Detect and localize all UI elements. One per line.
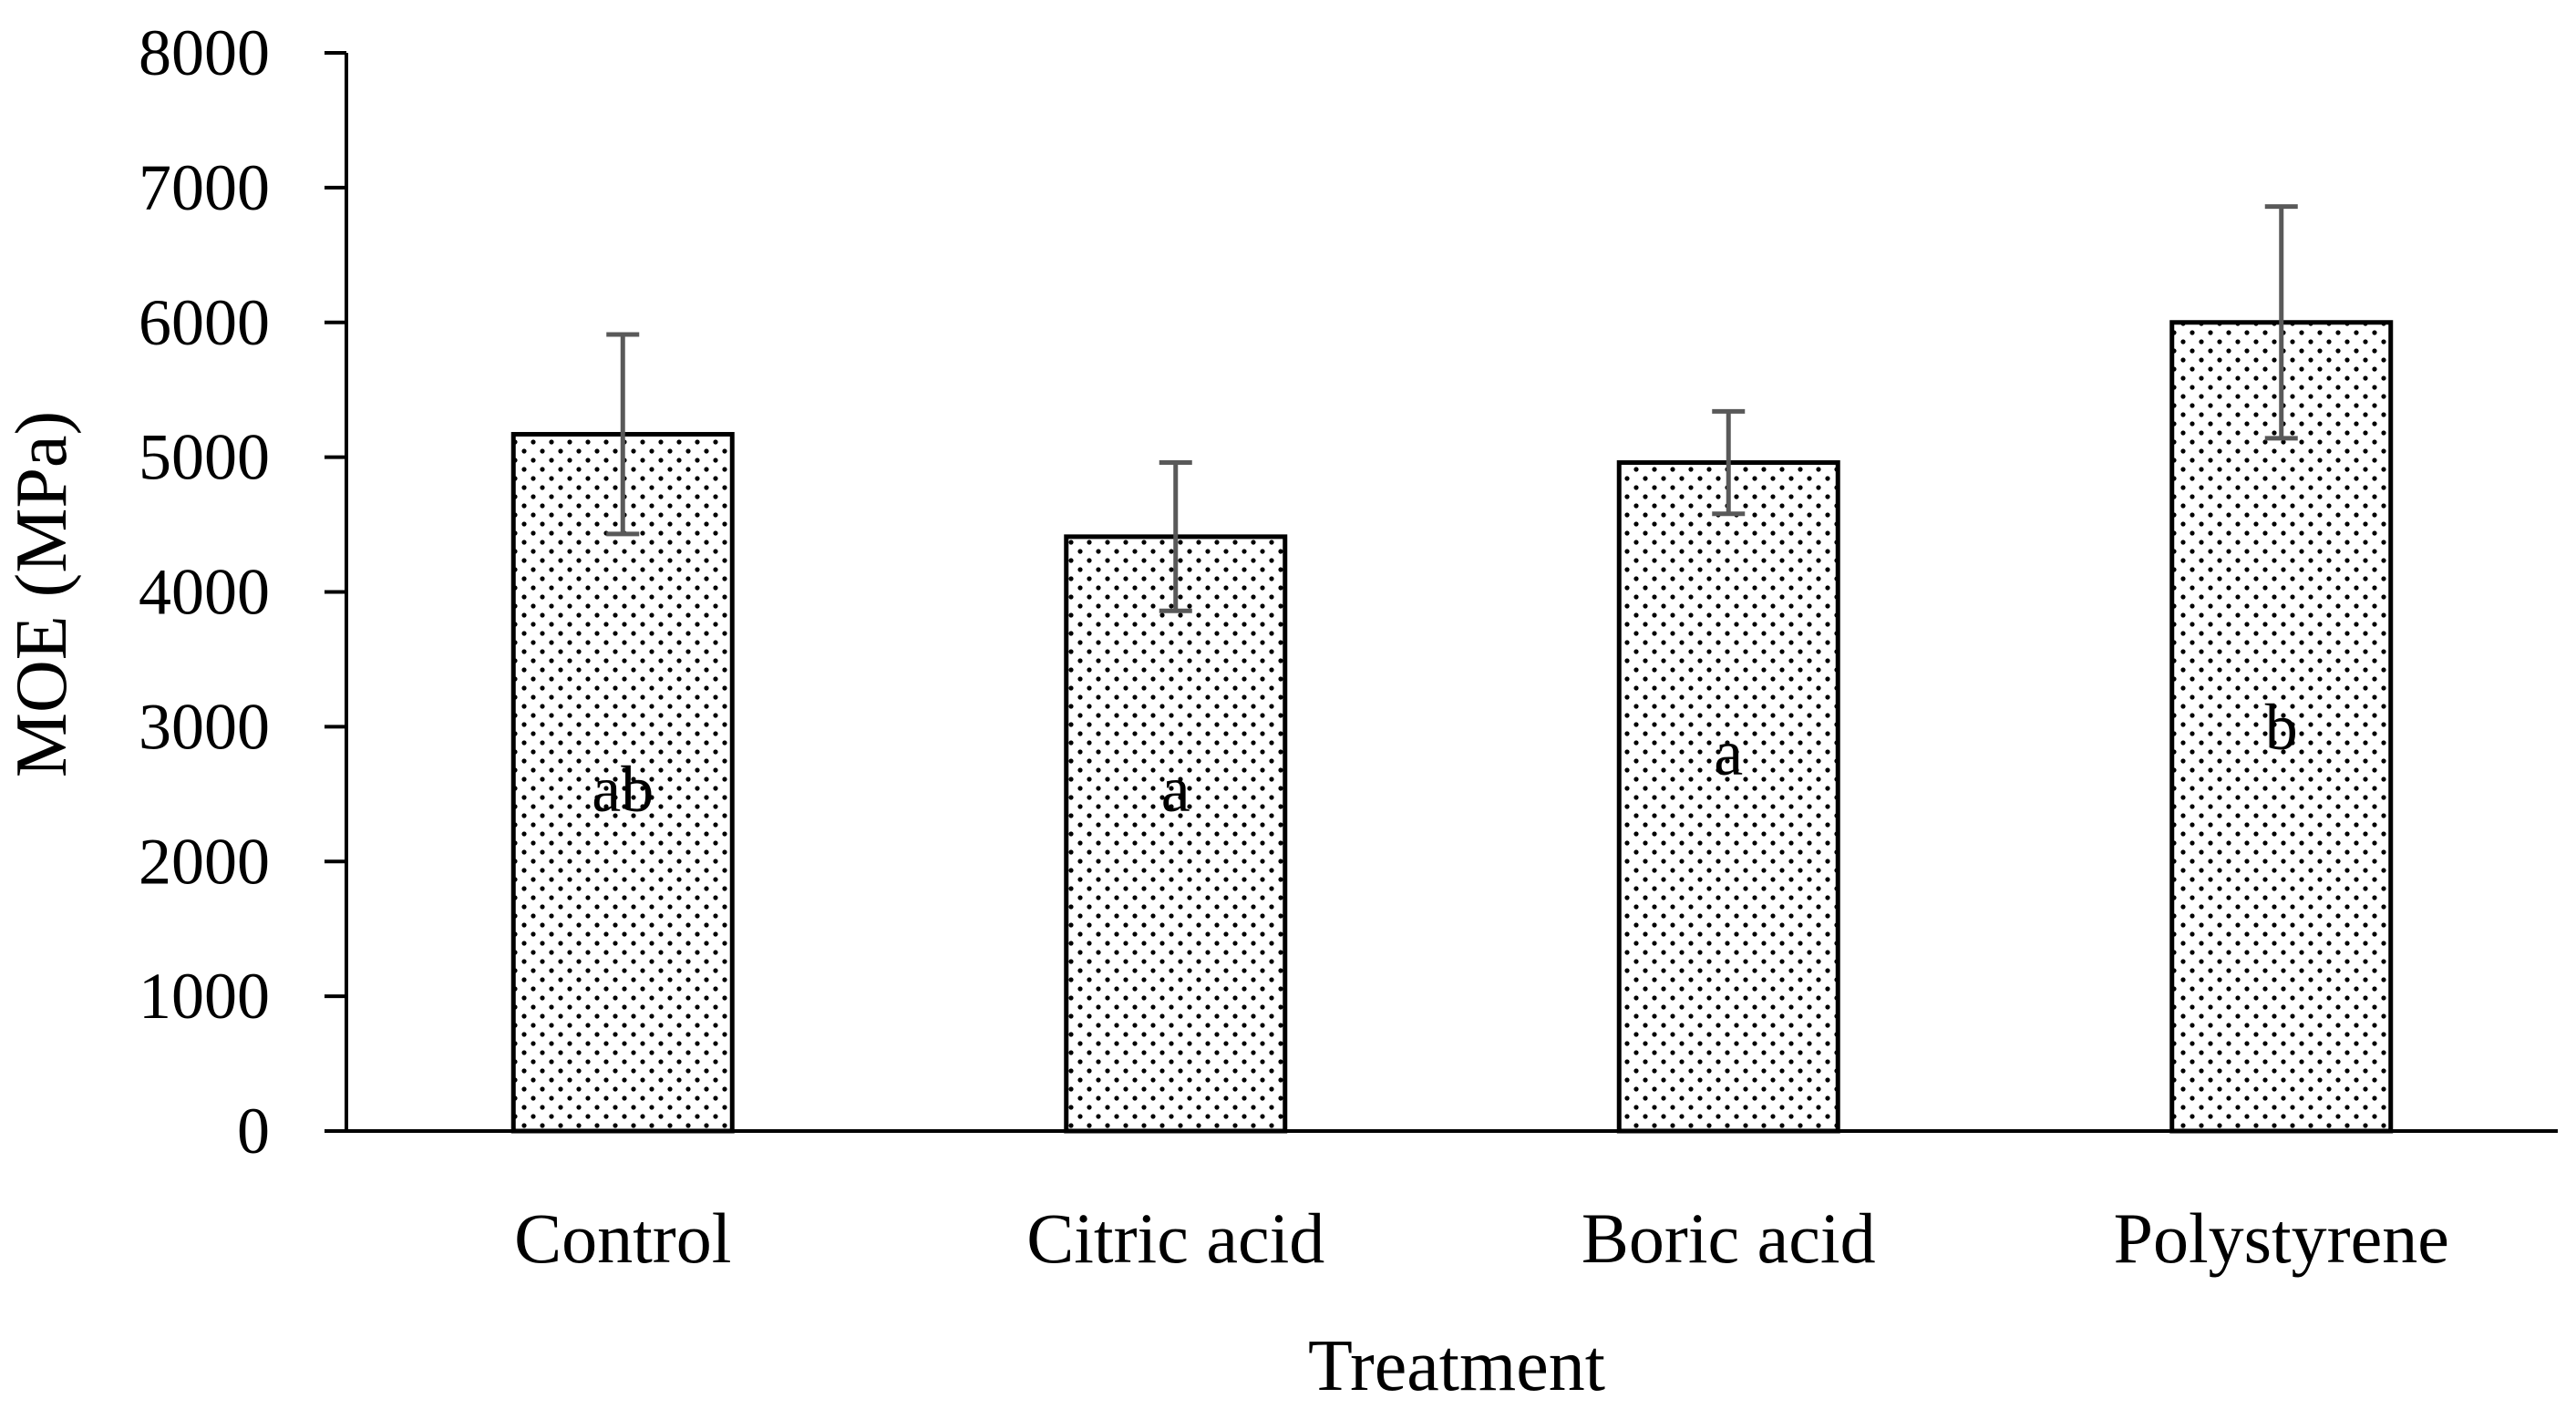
y-tick-label: 3000 (139, 690, 270, 763)
error-bar (2264, 204, 2298, 441)
error-bars (606, 204, 2298, 613)
error-bar (1159, 460, 1192, 613)
x-tick-label: Control (514, 1198, 731, 1278)
y-tick-label: 0 (237, 1095, 270, 1167)
bar (2169, 320, 2394, 1134)
bars (510, 320, 2394, 1134)
y-tick-label: 5000 (139, 421, 270, 494)
bar (1616, 460, 1840, 1134)
x-tick-label: Boric acid (1582, 1198, 1876, 1278)
x-axis-title: Treatment (1308, 1326, 1605, 1406)
error-bar (606, 332, 640, 537)
y-tick-label: 8000 (139, 16, 270, 89)
x-axis: Control Citric acid Boric acid Polystyrene (346, 1129, 2558, 1278)
y-axis-title: MOE (MPa) (2, 411, 82, 777)
significance-letter: a (1714, 716, 1743, 789)
significance-letter: b (2265, 691, 2298, 764)
y-tick-label: 7000 (139, 151, 270, 224)
significance-letter: ab (592, 753, 654, 826)
error-bar (1712, 408, 1746, 517)
x-tick-label: Polystyrene (2114, 1198, 2449, 1278)
y-axis: 0 1000 2000 3000 4000 5000 6000 7000 8000 (139, 16, 348, 1167)
y-tick-label: 6000 (139, 286, 270, 359)
significance-letters: ab a a b (592, 691, 2297, 826)
significance-letter: a (1161, 753, 1190, 826)
y-tick-label: 1000 (139, 960, 270, 1033)
x-tick-label: Citric acid (1026, 1198, 1324, 1278)
y-tick-label: 2000 (139, 825, 270, 898)
y-tick-label: 4000 (139, 556, 270, 629)
bar (1064, 534, 1288, 1134)
